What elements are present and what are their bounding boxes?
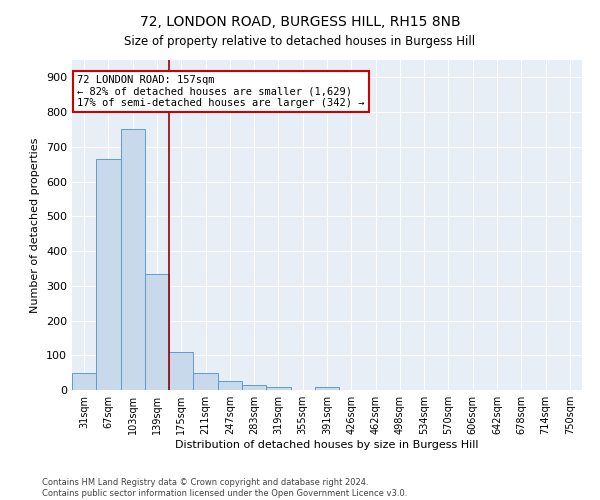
X-axis label: Distribution of detached houses by size in Burgess Hill: Distribution of detached houses by size …: [175, 440, 479, 450]
Y-axis label: Number of detached properties: Number of detached properties: [31, 138, 40, 312]
Bar: [266, 386, 290, 390]
Text: Contains HM Land Registry data © Crown copyright and database right 2024.
Contai: Contains HM Land Registry data © Crown c…: [42, 478, 407, 498]
Bar: [242, 385, 266, 390]
Bar: [96, 159, 121, 390]
Bar: [145, 274, 169, 390]
Bar: [169, 352, 193, 390]
Bar: [121, 130, 145, 390]
Text: Size of property relative to detached houses in Burgess Hill: Size of property relative to detached ho…: [124, 35, 476, 48]
Bar: [72, 372, 96, 390]
Bar: [193, 372, 218, 390]
Bar: [218, 382, 242, 390]
Text: 72, LONDON ROAD, BURGESS HILL, RH15 8NB: 72, LONDON ROAD, BURGESS HILL, RH15 8NB: [140, 15, 460, 29]
Text: 72 LONDON ROAD: 157sqm
← 82% of detached houses are smaller (1,629)
17% of semi-: 72 LONDON ROAD: 157sqm ← 82% of detached…: [77, 75, 365, 108]
Bar: [315, 386, 339, 390]
